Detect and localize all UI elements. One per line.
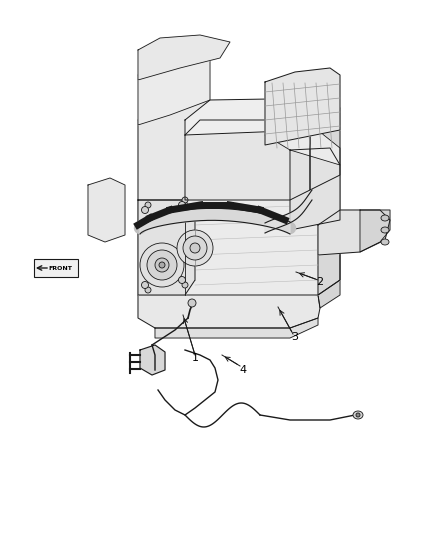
Polygon shape xyxy=(265,68,340,145)
Ellipse shape xyxy=(381,239,389,245)
Ellipse shape xyxy=(155,258,169,272)
Ellipse shape xyxy=(190,243,200,253)
FancyBboxPatch shape xyxy=(34,259,78,277)
Ellipse shape xyxy=(381,215,389,221)
Ellipse shape xyxy=(177,230,213,266)
Polygon shape xyxy=(185,98,340,135)
Polygon shape xyxy=(318,160,340,295)
Polygon shape xyxy=(88,178,125,242)
Ellipse shape xyxy=(141,281,148,288)
Polygon shape xyxy=(265,190,312,233)
Polygon shape xyxy=(140,208,290,234)
Ellipse shape xyxy=(353,411,363,419)
Ellipse shape xyxy=(179,201,186,208)
Polygon shape xyxy=(138,290,320,328)
Ellipse shape xyxy=(179,277,186,284)
Ellipse shape xyxy=(141,206,148,214)
Polygon shape xyxy=(310,108,340,190)
Ellipse shape xyxy=(356,413,360,417)
Ellipse shape xyxy=(381,227,389,233)
Polygon shape xyxy=(138,200,195,295)
Polygon shape xyxy=(138,45,210,125)
Ellipse shape xyxy=(159,262,165,268)
Ellipse shape xyxy=(147,250,177,280)
Text: 1: 1 xyxy=(191,353,198,363)
Ellipse shape xyxy=(182,282,188,288)
Polygon shape xyxy=(318,280,340,308)
Polygon shape xyxy=(185,120,310,200)
Ellipse shape xyxy=(140,243,184,287)
Ellipse shape xyxy=(145,287,151,293)
Text: 4: 4 xyxy=(240,365,247,375)
Ellipse shape xyxy=(183,236,207,260)
Polygon shape xyxy=(140,345,165,375)
Ellipse shape xyxy=(182,197,188,203)
Polygon shape xyxy=(360,210,390,252)
Text: 3: 3 xyxy=(292,332,299,342)
Polygon shape xyxy=(138,35,230,80)
Polygon shape xyxy=(290,148,340,230)
Polygon shape xyxy=(318,210,390,255)
Ellipse shape xyxy=(188,299,196,307)
Text: 2: 2 xyxy=(316,277,324,287)
Text: FRONT: FRONT xyxy=(48,265,72,271)
Polygon shape xyxy=(155,318,318,338)
Ellipse shape xyxy=(145,202,151,208)
Polygon shape xyxy=(138,160,340,295)
Polygon shape xyxy=(138,95,220,200)
Polygon shape xyxy=(265,125,340,165)
